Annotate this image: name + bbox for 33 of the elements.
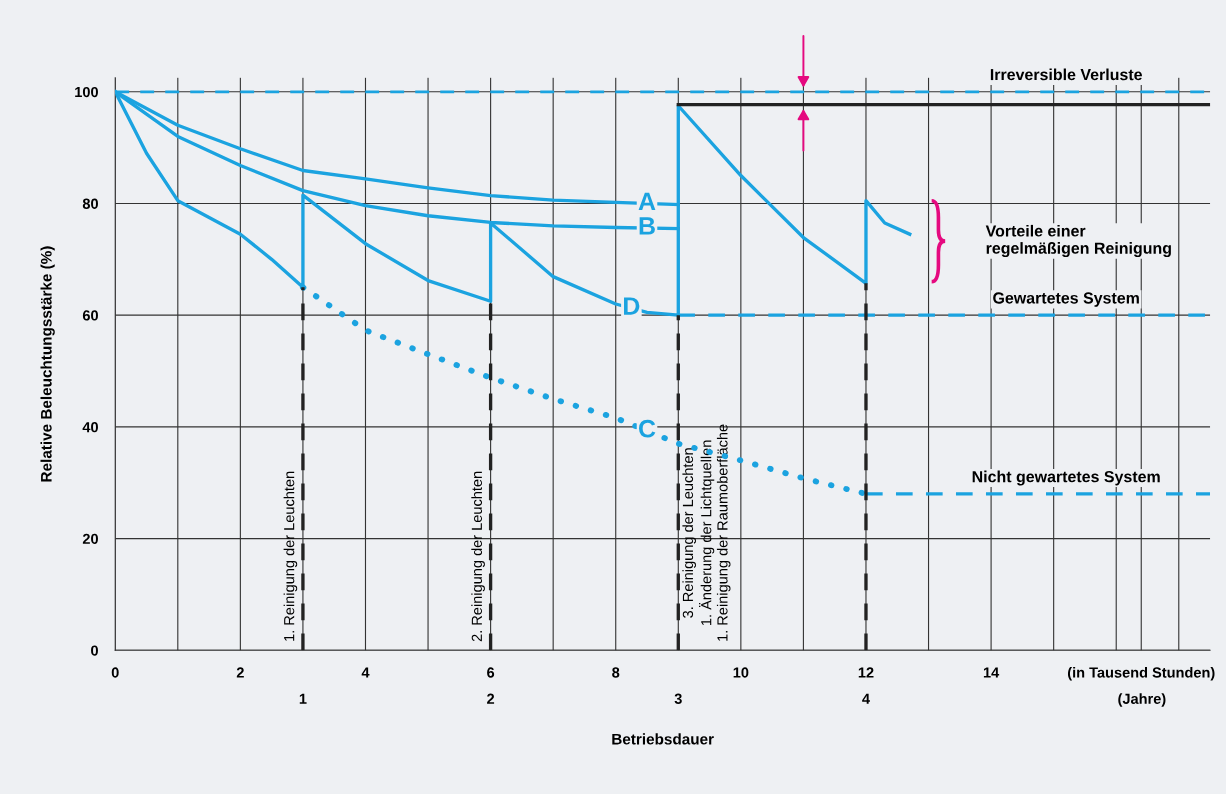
y-tick-label: 40 — [82, 421, 98, 433]
annotation: Vorteile einer regelmäßigen Reinigung — [985, 224, 1171, 258]
x2-tick-label: 3 — [674, 693, 682, 704]
x-tick-label: 4 — [361, 667, 370, 678]
y-tick-label: 60 — [82, 310, 98, 321]
annotation: 3. Reinigung der Leuchten 1. Änderung der Lichtquellen 1. Reinigung der Raumoberfläche — [682, 424, 731, 641]
x-tick-label: 2 — [236, 667, 244, 678]
annotation: Gewartetes System — [993, 292, 1139, 307]
x2-tick-label: 4 — [862, 693, 870, 704]
x-tick-label: 0 — [111, 667, 119, 678]
annotation: 2. Reinigung der Leuchten — [471, 471, 485, 642]
x2-tick-label: 1 — [299, 693, 307, 704]
y-axis-title: Relative Beleuchtungsstärke (%) — [40, 246, 55, 482]
x2-tick-label: (Jahre) — [1118, 693, 1166, 707]
series-label: D — [624, 297, 640, 315]
series-label: A — [638, 192, 656, 210]
annotation: Irreversible Verluste — [990, 68, 1142, 81]
x2-tick-label: 2 — [487, 693, 495, 704]
annotation: Nicht gewartetes System — [972, 470, 1160, 486]
y-tick-label: 0 — [91, 645, 98, 656]
x-tick-label: (in Tausend Stunden) — [1067, 666, 1215, 681]
x-tick-label: 6 — [487, 667, 495, 678]
y-tick-label: 20 — [82, 533, 98, 545]
y-tick-label: 80 — [82, 198, 98, 209]
annotation: 1. Reinigung der Leuchten — [283, 471, 298, 641]
x-tick-label: 10 — [733, 667, 749, 678]
x-tick-label: 8 — [612, 667, 620, 678]
series-label: C — [639, 419, 656, 438]
x-tick-label: 12 — [858, 667, 874, 678]
y-tick-label: 100 — [75, 86, 98, 98]
x-axis-title: Betriebsdauer — [612, 733, 714, 745]
x-tick-label: 14 — [983, 667, 1000, 678]
series-label: B — [639, 217, 655, 235]
